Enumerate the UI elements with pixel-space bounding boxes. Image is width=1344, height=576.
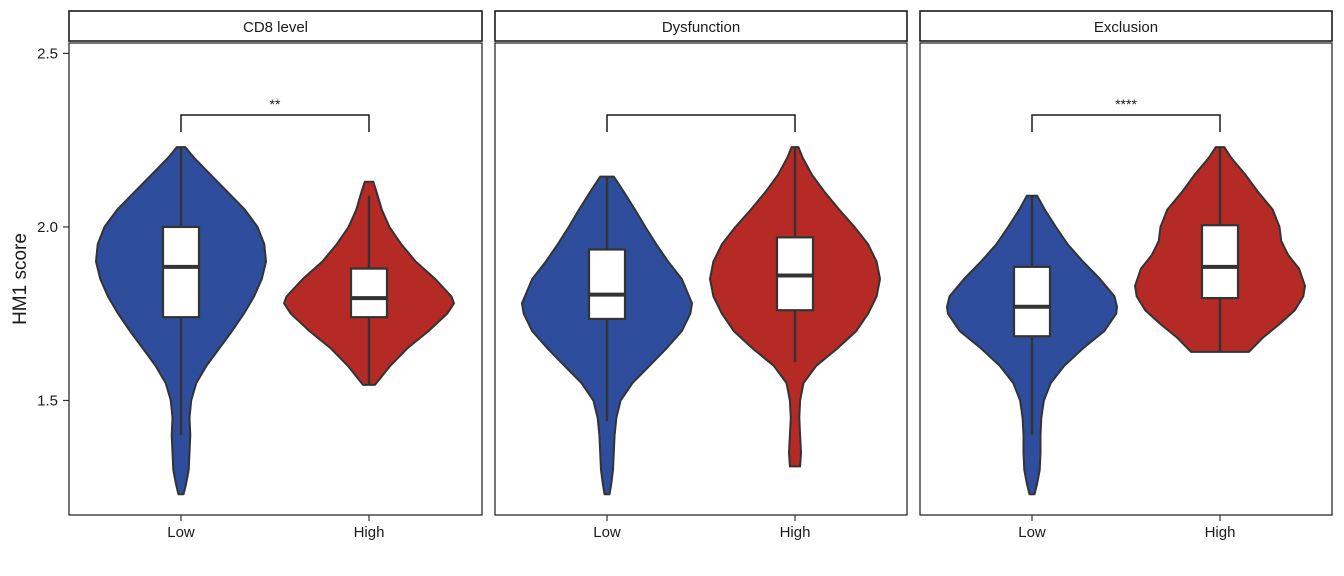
significance-bracket: [1031, 114, 1221, 132]
significance-label: **: [270, 96, 281, 112]
facet-label: Dysfunction: [662, 19, 740, 36]
facet-strip: [919, 10, 1333, 42]
significance-label: ****: [1115, 96, 1137, 112]
significance-bracket: [180, 114, 370, 132]
x-tick-label: Low: [167, 524, 195, 541]
box: [349, 267, 389, 319]
facet-label: Exclusion: [1094, 19, 1158, 36]
x-tick-label: High: [354, 524, 385, 541]
y-tick-label: 1.5: [37, 392, 58, 409]
x-tick-label: Low: [1018, 524, 1046, 541]
facet-label: CD8 level: [243, 19, 308, 36]
facet-strip: [68, 10, 483, 42]
y-axis-title: HM1 score: [10, 233, 31, 325]
box: [587, 248, 627, 321]
y-tick-label: 2.5: [37, 45, 58, 62]
box: [1012, 265, 1052, 338]
box: [1200, 224, 1240, 300]
x-tick-label: High: [780, 524, 811, 541]
box: [161, 225, 201, 319]
facet-strip: [494, 10, 908, 42]
x-tick-label: High: [1205, 524, 1236, 541]
y-tick-label: 2.0: [37, 219, 58, 236]
x-tick-label: Low: [593, 524, 621, 541]
significance-bracket: [606, 114, 796, 132]
